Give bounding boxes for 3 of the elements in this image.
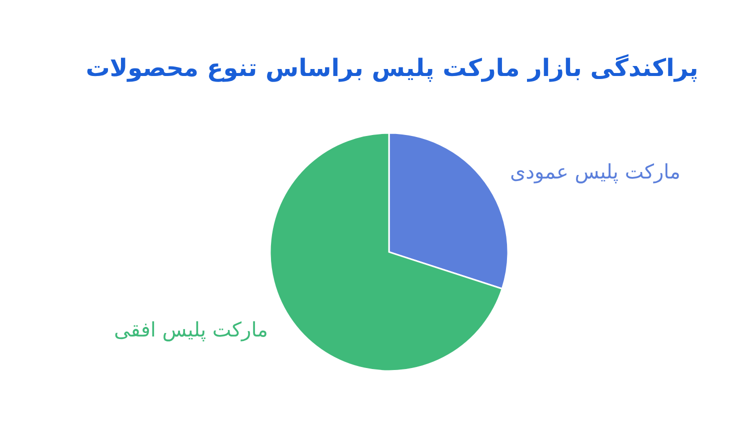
slice-label: مارکت پلیس افقی <box>114 318 268 342</box>
chart-title: پراکندگی بازار مارکت پلیس براساس تنوع محصولات <box>86 54 698 82</box>
slice-label: مارکت پلیس عمودی <box>510 159 680 184</box>
